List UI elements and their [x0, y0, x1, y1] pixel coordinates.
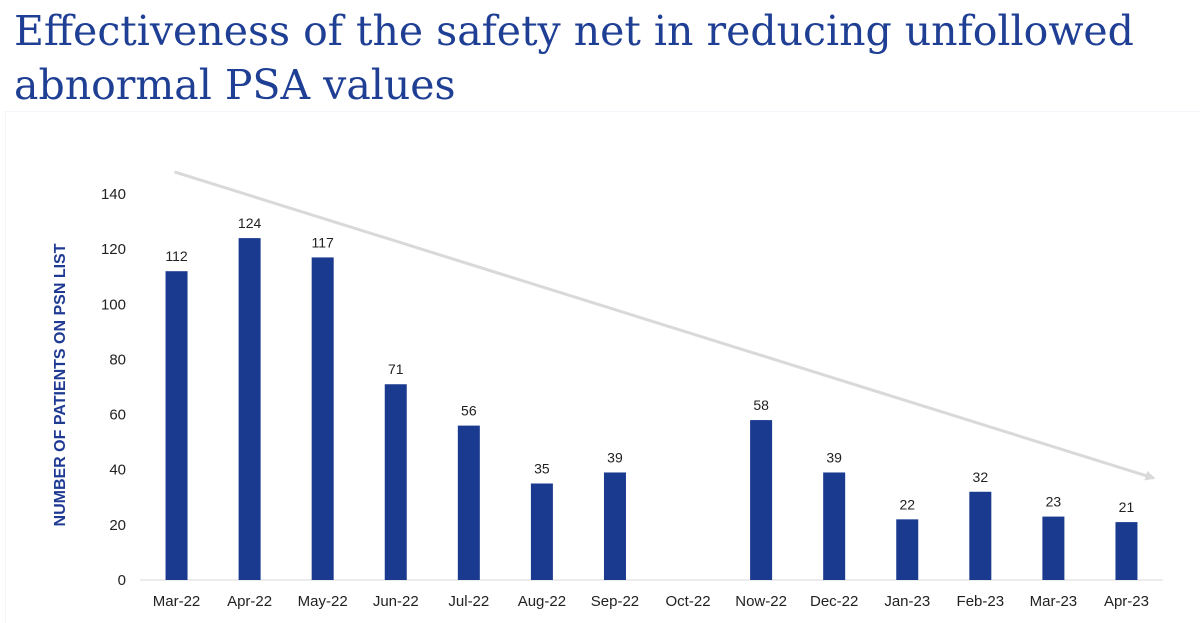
y-axis-label: NUMBER OF PATIENTS ON PSN LIST: [52, 243, 69, 526]
y-tick-label: 0: [118, 572, 126, 589]
y-tick-label: 20: [109, 517, 126, 534]
data-label: 35: [534, 461, 550, 477]
bar: [750, 420, 773, 580]
x-tick-label: Apr-23: [1104, 593, 1149, 610]
bar: [311, 257, 334, 580]
bar: [530, 483, 553, 580]
data-label: 112: [165, 248, 188, 264]
data-label: 117: [312, 234, 335, 250]
data-label: 39: [826, 449, 842, 465]
bar: [823, 472, 846, 580]
bar: [457, 425, 480, 580]
x-tick-label: Sep-22: [591, 593, 639, 610]
bar: [896, 519, 919, 580]
data-label: 32: [973, 469, 989, 485]
data-label: 23: [1046, 494, 1062, 510]
y-tick-label: 40: [109, 462, 126, 479]
x-tick-label: Feb-23: [957, 593, 1005, 610]
y-tick-label: 100: [101, 296, 126, 313]
data-label: 21: [1119, 499, 1135, 515]
data-label: 71: [388, 361, 404, 377]
x-tick-label: Mar-22: [153, 593, 201, 610]
data-label: 124: [238, 215, 262, 231]
y-tick-label: 120: [101, 241, 126, 258]
x-tick-label: Oct-22: [666, 593, 711, 610]
trend-arrow: [174, 170, 1156, 481]
data-label: 58: [753, 397, 769, 413]
bar: [969, 491, 992, 580]
x-tick-label: Apr-22: [227, 593, 272, 610]
y-tick-label: 60: [109, 407, 126, 424]
x-tick-label: Dec-22: [810, 593, 858, 610]
data-label: 22: [899, 496, 915, 512]
bar: [603, 472, 626, 580]
data-label: 56: [461, 403, 477, 419]
plot-panel: [6, 112, 1200, 623]
x-tick-label: May-22: [298, 593, 348, 610]
x-tick-label: Jun-22: [373, 593, 419, 610]
bar: [384, 384, 407, 580]
y-tick-label: 140: [101, 186, 126, 203]
bar: [1042, 516, 1065, 580]
x-tick-label: Mar-23: [1030, 593, 1078, 610]
data-label: 39: [607, 449, 623, 465]
bar: [238, 238, 261, 580]
x-tick-label: Jan-23: [884, 593, 930, 610]
bar: [1115, 522, 1138, 580]
page-title: Effectiveness of the safety net in reduc…: [14, 7, 1134, 109]
bar: [165, 271, 188, 580]
x-tick-label: Now-22: [735, 593, 787, 610]
x-tick-label: Jul-22: [448, 593, 489, 610]
x-tick-label: Aug-22: [518, 593, 566, 610]
y-tick-label: 80: [109, 351, 126, 368]
